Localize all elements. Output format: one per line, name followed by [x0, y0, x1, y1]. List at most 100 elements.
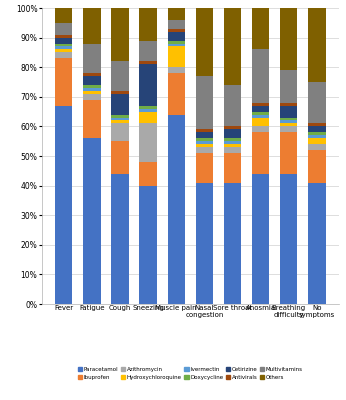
Bar — [308, 8, 326, 82]
Bar — [111, 174, 129, 304]
Bar — [167, 8, 185, 20]
Bar — [55, 23, 72, 35]
Bar — [83, 76, 101, 85]
Bar — [83, 85, 101, 88]
Bar — [252, 114, 269, 118]
Bar — [111, 94, 129, 114]
Bar — [139, 186, 157, 304]
Bar — [195, 76, 213, 129]
Bar — [55, 38, 72, 44]
Bar — [111, 61, 129, 91]
Bar — [224, 138, 241, 141]
Bar — [195, 141, 213, 144]
Bar — [252, 103, 269, 106]
Bar — [139, 124, 157, 162]
Bar — [308, 135, 326, 138]
Bar — [280, 70, 298, 103]
Bar — [83, 94, 101, 100]
Bar — [167, 67, 185, 73]
Bar — [280, 132, 298, 174]
Bar — [83, 88, 101, 91]
Bar — [224, 8, 241, 85]
Bar — [111, 8, 129, 61]
Bar — [139, 109, 157, 112]
Bar — [111, 124, 129, 141]
Bar — [139, 112, 157, 124]
Bar — [111, 120, 129, 124]
Bar — [224, 85, 241, 126]
Bar — [252, 118, 269, 126]
Bar — [252, 126, 269, 132]
Bar — [195, 8, 213, 76]
Bar — [195, 129, 213, 132]
Bar — [83, 44, 101, 73]
Bar — [224, 147, 241, 153]
Bar — [252, 106, 269, 112]
Bar — [308, 82, 326, 124]
Bar — [111, 114, 129, 118]
Bar — [308, 150, 326, 183]
Bar — [83, 138, 101, 304]
Bar — [139, 40, 157, 61]
Bar — [224, 129, 241, 138]
Bar — [308, 183, 326, 304]
Bar — [195, 132, 213, 138]
Bar — [139, 106, 157, 109]
Bar — [111, 118, 129, 120]
Bar — [139, 61, 157, 64]
Bar — [83, 8, 101, 44]
Bar — [252, 132, 269, 174]
Bar — [55, 44, 72, 46]
Bar — [111, 91, 129, 94]
Bar — [280, 124, 298, 126]
Bar — [83, 91, 101, 94]
Bar — [224, 126, 241, 129]
Bar — [195, 183, 213, 304]
Bar — [280, 174, 298, 304]
Bar — [224, 153, 241, 183]
Bar — [224, 141, 241, 144]
Bar — [55, 46, 72, 50]
Bar — [55, 35, 72, 38]
Bar — [308, 144, 326, 150]
Bar — [280, 106, 298, 118]
Bar — [167, 114, 185, 304]
Bar — [167, 20, 185, 29]
Bar — [167, 40, 185, 44]
Bar — [139, 8, 157, 40]
Bar — [167, 44, 185, 46]
Bar — [252, 8, 269, 50]
Bar — [167, 46, 185, 67]
Bar — [195, 147, 213, 153]
Bar — [308, 138, 326, 144]
Bar — [308, 126, 326, 132]
Bar — [224, 183, 241, 304]
Bar — [280, 126, 298, 132]
Legend: Paracetamol, Ibuprofen, Azithromycin, Hydroxychloroquine, Ivermectin, Doxycyclin: Paracetamol, Ibuprofen, Azithromycin, Hy… — [77, 366, 304, 381]
Bar — [252, 174, 269, 304]
Bar — [195, 138, 213, 141]
Bar — [195, 144, 213, 147]
Bar — [167, 32, 185, 40]
Bar — [55, 8, 72, 23]
Bar — [280, 103, 298, 106]
Bar — [280, 118, 298, 120]
Bar — [252, 112, 269, 114]
Bar — [55, 58, 72, 106]
Bar — [55, 50, 72, 52]
Bar — [111, 141, 129, 174]
Bar — [83, 73, 101, 76]
Bar — [83, 100, 101, 138]
Bar — [139, 64, 157, 106]
Bar — [280, 8, 298, 70]
Bar — [308, 132, 326, 135]
Bar — [55, 52, 72, 58]
Bar — [167, 29, 185, 32]
Bar — [139, 162, 157, 186]
Bar — [252, 50, 269, 103]
Bar — [308, 124, 326, 126]
Bar — [167, 73, 185, 114]
Bar — [195, 153, 213, 183]
Bar — [224, 144, 241, 147]
Bar — [55, 106, 72, 304]
